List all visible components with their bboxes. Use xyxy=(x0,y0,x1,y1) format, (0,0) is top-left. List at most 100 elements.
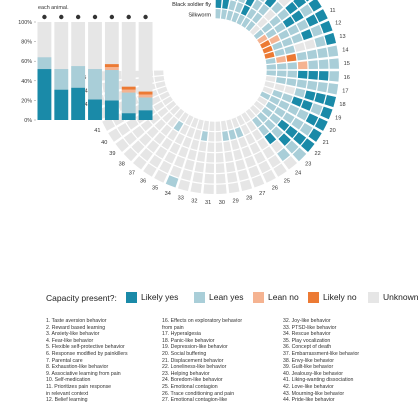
behavior-key: 1. Taste aversion behavior 2. Reward base… xyxy=(46,318,416,418)
heat-cell-1-12 xyxy=(320,20,333,34)
behavior-key-item: 1. Taste aversion behavior xyxy=(46,318,107,324)
legend-item-unknown: Unknown xyxy=(368,290,418,304)
behavior-key-item: 19. Depression-like behavior xyxy=(162,344,228,351)
behavior-key-item: 27. Emotional contagion-like xyxy=(162,397,228,404)
heat-cell-4-24 xyxy=(264,132,277,145)
heat-cell-1-41 xyxy=(102,117,116,131)
heat-cell-3-16 xyxy=(308,70,318,80)
behavior-number-label: 17 xyxy=(342,89,348,95)
heat-cell-6-31 xyxy=(208,131,215,142)
heat-cell-5-24 xyxy=(258,124,270,136)
heat-cell-2-36 xyxy=(149,154,162,168)
heat-cell-4-19 xyxy=(291,96,303,107)
heat-cell-4-10 xyxy=(282,16,295,28)
heat-cell-7-26 xyxy=(236,115,245,126)
heat-cell-2-9 xyxy=(293,0,307,8)
behavior-key-item: 32. Joy-like behavior xyxy=(283,318,331,324)
heat-cell-3-10 xyxy=(291,10,304,23)
heat-cell-1-26 xyxy=(262,169,276,183)
heat-cell-5-4 xyxy=(238,0,246,4)
heat-cell-5-32 xyxy=(198,141,207,152)
heat-cell-5-15 xyxy=(287,62,297,70)
heat-cell-5-23 xyxy=(264,119,276,131)
heat-cell-6-13 xyxy=(274,48,285,57)
heat-cell-3-20 xyxy=(296,109,309,121)
heat-cell-5-11 xyxy=(278,29,290,40)
heat-cell-5-37 xyxy=(160,124,172,136)
heat-cell-1-25 xyxy=(273,163,287,177)
animal-label-6: Black soldier fly xyxy=(172,2,211,8)
heat-cell-6-9 xyxy=(261,22,273,33)
heat-cell-5-27 xyxy=(238,136,248,148)
heat-cell-1-21 xyxy=(308,128,322,142)
heat-cell-4-23 xyxy=(271,126,284,139)
behavior-number-label: 18 xyxy=(339,102,345,108)
heat-cell-1-30 xyxy=(216,184,227,194)
heat-cell-5-35 xyxy=(174,133,185,145)
behavior-number-label: 10 xyxy=(323,0,329,2)
behavior-key-item: 5. Flexible self-protective behavior xyxy=(46,344,125,351)
inset-y-tick-label: 20% xyxy=(21,98,32,104)
heat-cell-1-38 xyxy=(123,147,138,162)
inset-bar-len xyxy=(121,89,136,93)
behavior-key-item: 6. Response modified by painkillers xyxy=(46,350,128,357)
heat-cell-4-34 xyxy=(178,146,189,158)
heat-cell-4-15 xyxy=(297,61,308,70)
heat-cell-3-18 xyxy=(304,90,316,101)
heat-cell-6-12 xyxy=(272,41,283,51)
heat-cell-5-6 xyxy=(252,0,263,11)
behavior-number-labels: 1234567891011121314151617181920212223242… xyxy=(80,0,350,206)
behavior-key-item: 4. Fear-like behavior xyxy=(46,337,94,344)
inset-y-tick-label: 60% xyxy=(21,59,32,65)
heat-cell-7-13 xyxy=(264,51,275,59)
heat-cell-6-19 xyxy=(272,89,283,99)
heat-cell-4-28 xyxy=(233,149,243,161)
heat-cell-7-2 xyxy=(220,9,228,20)
heat-cell-5-7 xyxy=(258,4,270,16)
heat-cell-5-16 xyxy=(287,70,297,78)
behavior-key-item: 35. Play vocalization xyxy=(283,337,331,344)
behavior-column-1: 1. Taste aversion behavior 2. Reward base… xyxy=(46,318,164,404)
heat-cell-3-35 xyxy=(164,151,176,164)
heat-cell-3-30 xyxy=(215,163,225,173)
heat-cell-5-25 xyxy=(252,129,263,141)
heat-cell-2-35 xyxy=(159,160,172,174)
heat-cell-3-33 xyxy=(184,159,195,171)
heat-cell-2-15 xyxy=(318,59,329,69)
behavior-key-item: 41. Liking-wanting dissociation xyxy=(283,377,354,384)
legend-item-likely-no: Likely no xyxy=(308,290,357,304)
behavior-number-label: 26 xyxy=(272,186,278,192)
heat-cell-3-29 xyxy=(225,161,236,173)
heat-cell-7-11 xyxy=(260,40,271,49)
heat-cell-6-25 xyxy=(246,120,257,132)
heat-cell-7-44 xyxy=(154,75,165,83)
heat-cell-6-21 xyxy=(265,101,277,112)
heat-cell-1-33 xyxy=(177,179,190,192)
heat-cell-2-20 xyxy=(305,113,319,126)
heat-cell-5-12 xyxy=(281,37,293,47)
heat-cell-4-25 xyxy=(257,137,269,150)
heat-cell-1-24 xyxy=(283,156,297,170)
heat-cell-4-39 xyxy=(140,119,153,132)
inset-y-tick-label: 0% xyxy=(24,118,32,124)
inset-bar-ln xyxy=(104,64,119,68)
inset-bar-ly xyxy=(104,100,119,120)
heat-cell-6-41 xyxy=(149,95,161,106)
heat-cell-6-33 xyxy=(193,129,202,140)
heat-cell-1-34 xyxy=(165,175,179,188)
heat-cell-5-38 xyxy=(154,119,166,131)
animal-icon xyxy=(143,14,148,20)
heat-cell-3-19 xyxy=(300,99,313,111)
heat-cell-6-2 xyxy=(222,0,230,10)
heat-cell-6-1 xyxy=(215,0,222,9)
behavior-number-label: 38 xyxy=(119,161,125,167)
heat-cell-6-35 xyxy=(179,124,190,136)
legend-label-unknown: Unknown xyxy=(383,292,419,302)
heat-cell-2-22 xyxy=(293,132,307,146)
heat-cell-5-26 xyxy=(245,133,256,145)
inset-bar-ley xyxy=(88,69,102,100)
heat-cell-7-17 xyxy=(265,75,276,83)
behavior-number-label: 34 xyxy=(165,191,171,197)
behavior-key-item: 42. Love-like behavior xyxy=(283,383,334,390)
